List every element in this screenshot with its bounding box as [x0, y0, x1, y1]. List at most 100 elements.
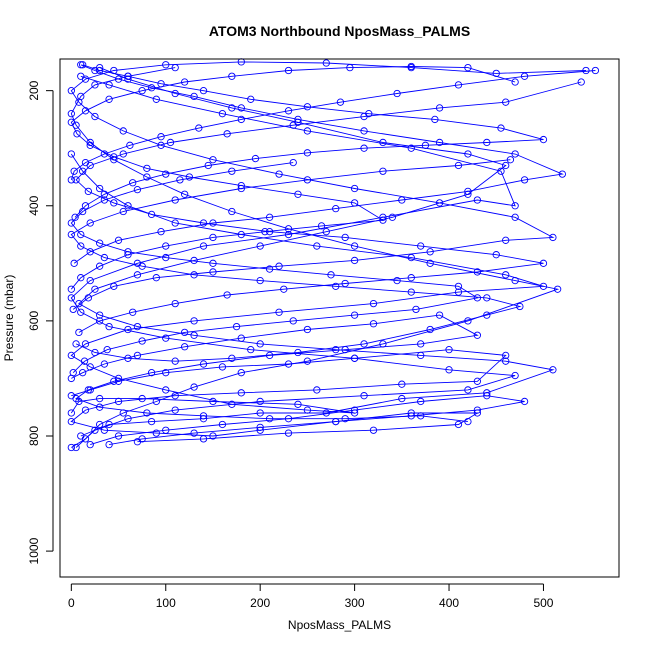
data-point — [223, 130, 231, 138]
data-point — [350, 406, 359, 414]
data-point — [332, 204, 340, 213]
data-point — [218, 420, 227, 429]
data-point — [157, 80, 165, 88]
data-point — [72, 443, 80, 452]
data-point — [100, 360, 109, 368]
data-point — [341, 346, 349, 354]
data-point — [218, 363, 227, 371]
data-series — [67, 158, 482, 377]
data-point — [209, 432, 217, 440]
series-line — [70, 75, 516, 448]
data-point — [407, 144, 415, 152]
data-point — [70, 259, 78, 267]
data-point — [96, 239, 104, 247]
data-point — [369, 426, 378, 434]
data-point — [185, 173, 194, 181]
data-point — [103, 346, 111, 354]
chart-title: ATOM3 Northbound NposMass_PALMS — [209, 23, 470, 39]
series-line — [90, 395, 525, 446]
data-point — [96, 184, 104, 193]
data-series — [67, 66, 600, 184]
series-line — [70, 153, 544, 414]
data-point — [147, 210, 156, 219]
data-point — [67, 110, 75, 118]
data-point — [417, 242, 425, 250]
data-point — [171, 299, 179, 308]
data-point — [511, 202, 519, 210]
series-line — [75, 81, 582, 333]
data-point — [502, 351, 510, 360]
data-point — [265, 351, 274, 360]
data-point — [237, 115, 245, 124]
x-tick-label: 0 — [68, 596, 75, 610]
data-point — [516, 302, 524, 311]
data-point — [431, 115, 439, 124]
data-point — [180, 78, 189, 86]
series-line — [73, 64, 564, 264]
data-point — [284, 360, 293, 368]
data-point — [426, 248, 434, 256]
series-line — [70, 349, 507, 443]
series-line — [78, 67, 555, 437]
data-point — [322, 59, 330, 67]
data-point — [209, 259, 217, 267]
data-point — [162, 61, 170, 69]
data-point — [506, 156, 515, 164]
data-point — [100, 190, 109, 198]
data-point — [70, 167, 78, 175]
data-point — [464, 386, 472, 394]
data-point — [124, 248, 132, 256]
data-point — [237, 369, 245, 377]
x-tick-label: 300 — [345, 596, 365, 610]
data-point — [67, 417, 75, 426]
data-point — [379, 216, 387, 224]
data-point — [346, 63, 354, 72]
data-point — [520, 72, 529, 80]
data-series — [67, 62, 519, 293]
data-point — [464, 63, 472, 72]
data-point — [110, 153, 118, 161]
data-point — [77, 274, 85, 282]
data-point — [126, 141, 134, 149]
data-point — [110, 199, 118, 207]
data-point — [483, 138, 491, 147]
data-point — [284, 107, 293, 115]
data-point — [157, 228, 165, 236]
data-point — [502, 161, 510, 170]
data-point — [162, 386, 170, 394]
data-point — [483, 294, 491, 302]
data-point — [105, 440, 113, 449]
data-point — [275, 308, 283, 316]
data-point — [407, 62, 415, 71]
data-point — [454, 282, 463, 290]
data-point — [341, 415, 349, 423]
data-point — [445, 366, 453, 374]
data-point — [237, 104, 245, 112]
data-point — [96, 420, 104, 429]
data-point — [190, 317, 198, 325]
data-point — [332, 346, 340, 354]
data-point — [67, 409, 75, 417]
data-series — [67, 72, 519, 452]
data-point — [73, 130, 81, 138]
data-point — [435, 199, 444, 207]
data-point — [294, 115, 302, 124]
data-point — [492, 251, 500, 259]
data-point — [275, 170, 283, 178]
data-point — [289, 317, 297, 325]
data-point — [176, 176, 184, 184]
data-point — [147, 417, 156, 426]
data-point — [119, 127, 127, 135]
data-point — [171, 392, 179, 400]
y-tick-label: 600 — [27, 311, 41, 331]
data-point — [79, 61, 87, 69]
data-point — [84, 187, 92, 196]
y-tick-label: 1000 — [27, 537, 41, 564]
y-tick-label: 400 — [27, 195, 41, 215]
data-point — [228, 167, 236, 175]
data-point — [72, 340, 80, 348]
data-point — [360, 127, 368, 135]
data-point — [91, 426, 99, 434]
data-point — [412, 305, 420, 314]
